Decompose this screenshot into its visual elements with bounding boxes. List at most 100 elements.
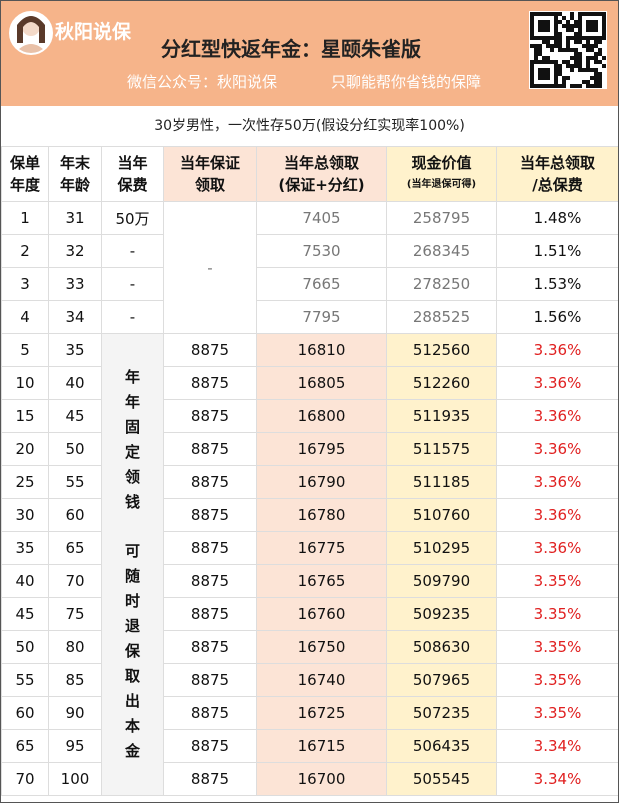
age: 100 — [48, 762, 102, 796]
ratio: 3.36% — [496, 465, 618, 499]
cash-value: 505545 — [386, 762, 497, 796]
header-line: 年末 — [59, 154, 90, 172]
row: 20 50 8875 16795 511575 3.36% — [1, 432, 618, 466]
cash-value: 288525 — [386, 300, 497, 334]
year: 55 — [1, 663, 49, 697]
ratio: 3.36% — [496, 432, 618, 466]
column-header: 当年总领取/总保费 — [496, 146, 618, 202]
age: 70 — [48, 564, 102, 598]
ratio: 3.34% — [496, 762, 618, 796]
age: 45 — [48, 399, 102, 433]
cash-value: 512260 — [386, 366, 497, 400]
row: 65 95 8875 16715 506435 3.34% — [1, 729, 618, 763]
total: 7795 — [256, 300, 387, 334]
cash-value: 507235 — [386, 696, 497, 730]
row: 15 45 8875 16800 511935 3.36% — [1, 399, 618, 433]
cash-value: 508630 — [386, 630, 497, 664]
row: 70 100 8875 16700 505545 3.34% — [1, 762, 618, 796]
row: 30 60 8875 16780 510760 3.36% — [1, 498, 618, 532]
premium: 50万 — [101, 201, 164, 235]
cash-value: 509790 — [386, 564, 497, 598]
header-line: (当年退保可得) — [406, 179, 477, 190]
age: 32 — [48, 234, 102, 268]
row: 1 31 50万 -7405 258795 1.48% — [1, 201, 618, 334]
note: 30岁男性，一次性存50万(假设分红实现率100%) — [1, 106, 618, 147]
ratio: 3.34% — [496, 729, 618, 763]
row: 10 40 8875 16805 512260 3.36% — [1, 366, 618, 400]
row: 35 65 8875 16775 510295 3.36% — [1, 531, 618, 565]
guarantee: 8875 — [163, 663, 257, 697]
row: 3 33-7665 278250 1.53% — [1, 267, 618, 301]
column-header: 当年 保费 — [101, 146, 164, 202]
header-line: 现金价值 — [411, 154, 472, 172]
year: 35 — [1, 531, 49, 565]
total: 16725 — [256, 696, 387, 730]
column-header: 当年保证 领取 — [163, 146, 257, 202]
header-line: /总保费 — [532, 176, 583, 194]
row: 55 85 8875 16740 507965 3.35% — [1, 663, 618, 697]
guarantee: 8875 — [163, 630, 257, 664]
avatar — [9, 11, 53, 55]
row: 4 34- 7795 288525 1.56% — [1, 300, 618, 334]
age: 40 — [48, 366, 102, 400]
header: 秋阳说保 分红型快返年金：星颐朱雀版 微信公众号：秋阳说保 只聊能帮你省钱的保障 — [1, 1, 618, 106]
total: 16790 — [256, 465, 387, 499]
age: 33 — [48, 267, 102, 301]
ratio: 3.36% — [496, 498, 618, 532]
cash-value: 507965 — [386, 663, 497, 697]
age: 31 — [48, 201, 102, 235]
total: 16740 — [256, 663, 387, 697]
header-line: 当年 — [117, 154, 148, 172]
ratio: 3.36% — [496, 333, 618, 367]
header-line: 保费 — [117, 176, 148, 194]
cash-value: 510295 — [386, 531, 497, 565]
cash-value: 510760 — [386, 498, 497, 532]
age: 50 — [48, 432, 102, 466]
header-line: 当年总领取 — [519, 154, 595, 172]
row: 40 70 8875 16765 509790 3.35% — [1, 564, 618, 598]
header-line: 当年总领取 — [283, 154, 359, 172]
ratio: 3.36% — [496, 531, 618, 565]
age: 90 — [48, 696, 102, 730]
column-header: 现金价值 (当年退保可得) — [386, 146, 497, 202]
cash-value: 278250 — [386, 267, 497, 301]
subtitle: 只聊能帮你省钱的保障 — [331, 73, 482, 91]
ratio: 3.35% — [496, 630, 618, 664]
column-header: 年末 年龄 — [48, 146, 102, 202]
row: 2 32- 7530 268345 1.51% — [1, 234, 618, 268]
table: 保单 年度 年末 年龄 当年 保费 当年保证 领取 当年总领取 (保证+分红) 现金价值 (当年退保可… — [1, 146, 618, 796]
cash-value: 511935 — [386, 399, 497, 433]
ratio: 3.35% — [496, 564, 618, 598]
cash-value: 506435 — [386, 729, 497, 763]
row: 45 75 8875 16760 509235 3.35% — [1, 597, 618, 631]
row: 25 55 8875 16790 511185 3.36% — [1, 465, 618, 499]
year: 65 — [1, 729, 49, 763]
premium: - — [101, 267, 164, 301]
guarantee: 8875 — [163, 498, 257, 532]
header-line: 当年保证 — [179, 154, 240, 172]
guarantee: 8875 — [163, 465, 257, 499]
avatar-icon — [15, 16, 47, 53]
total: 7665 — [256, 267, 387, 301]
total: 16805 — [256, 366, 387, 400]
cash-value: 511185 — [386, 465, 497, 499]
year: 60 — [1, 696, 49, 730]
column-header: 保单 年度 — [1, 146, 49, 202]
year: 25 — [1, 465, 49, 499]
ratio: 1.51% — [496, 234, 618, 268]
cash-value: 511575 — [386, 432, 497, 466]
premium: - — [101, 234, 164, 268]
guarantee: - — [163, 201, 257, 334]
total: 16810 — [256, 333, 387, 367]
guarantee: 8875 — [163, 399, 257, 433]
note-text: 年年固定领钱 — [125, 368, 141, 511]
total: 7405 — [256, 201, 387, 235]
ratio: 1.56% — [496, 300, 618, 334]
header-line: 保单 — [9, 154, 40, 172]
age: 75 — [48, 597, 102, 631]
brand: 秋阳说保 — [55, 21, 132, 43]
age: 65 — [48, 531, 102, 565]
age: 85 — [48, 663, 102, 697]
year: 5 — [1, 333, 49, 367]
row: 50 80 8875 16750 508630 3.35% — [1, 630, 618, 664]
